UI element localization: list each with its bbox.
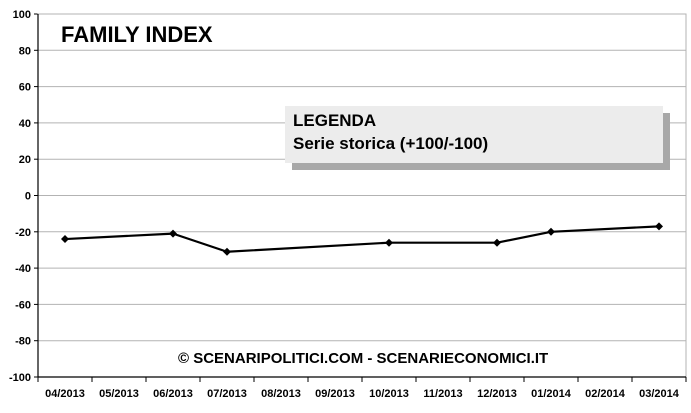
x-tick-label-01-2014: 01/2014 — [531, 388, 572, 400]
data-point-03-2014 — [655, 222, 663, 231]
x-tick-label-10-2013: 10/2013 — [369, 388, 409, 400]
x-tick-labels: 04/2013 05/2013 06/2013 07/2013 08/2013 09/20… — [45, 388, 680, 400]
chart-title: FAMILY INDEX — [61, 22, 213, 47]
x-tick-label-07-2013: 07/2013 — [207, 388, 247, 400]
y-tick-label: 20 — [19, 154, 31, 166]
watermark-text: © SCENARIPOLITICI.COM - SCENARIECONOMICI… — [178, 350, 548, 367]
y-tick-label: 80 — [19, 45, 31, 57]
legend-heading: LEGENDA — [293, 111, 376, 130]
data-point-07-2013 — [223, 247, 231, 256]
x-tick-label-04-2013: 04/2013 — [45, 388, 85, 400]
y-tick-label: -100 — [9, 372, 31, 384]
x-tick-label-08-2013: 08/2013 — [261, 388, 301, 400]
y-tick-label: -80 — [15, 336, 31, 348]
legend-background — [285, 106, 663, 163]
y-tick-label: -60 — [15, 299, 31, 311]
legend-entry: Serie storica (+100/-100) — [293, 134, 488, 153]
data-point-06-2013 — [169, 229, 177, 238]
data-point-04-2013 — [61, 235, 69, 244]
y-tick-labels: 100 80 60 40 20 0 -20 -40 -60 -80 -100 — [9, 9, 31, 384]
y-tick-label: 60 — [19, 82, 31, 94]
x-tick-label-05-2013: 05/2013 — [99, 388, 139, 400]
y-tick-label: -20 — [15, 227, 31, 239]
y-tick-label: 100 — [13, 9, 31, 21]
x-tick-label-12-2013: 12/2013 — [477, 388, 517, 400]
data-point-10-2013 — [385, 238, 393, 247]
x-tick-label-02-2014: 02/2014 — [585, 388, 626, 400]
legend-box: LEGENDA Serie storica (+100/-100) — [285, 106, 670, 170]
x-tick-label-09-2013: 09/2013 — [315, 388, 355, 400]
data-point-12-2013 — [493, 238, 501, 247]
x-tick-label-11-2013: 11/2013 — [423, 388, 462, 400]
data-point-01-2014 — [547, 227, 555, 236]
y-tick-label: 40 — [19, 118, 31, 130]
y-tick-label: 0 — [25, 191, 31, 203]
y-tick-label: -40 — [15, 263, 31, 275]
x-tick-label-03-2014: 03/2014 — [639, 388, 680, 400]
series-line — [61, 222, 663, 256]
x-tick-label-06-2013: 06/2013 — [153, 388, 193, 400]
axes — [34, 13, 687, 382]
